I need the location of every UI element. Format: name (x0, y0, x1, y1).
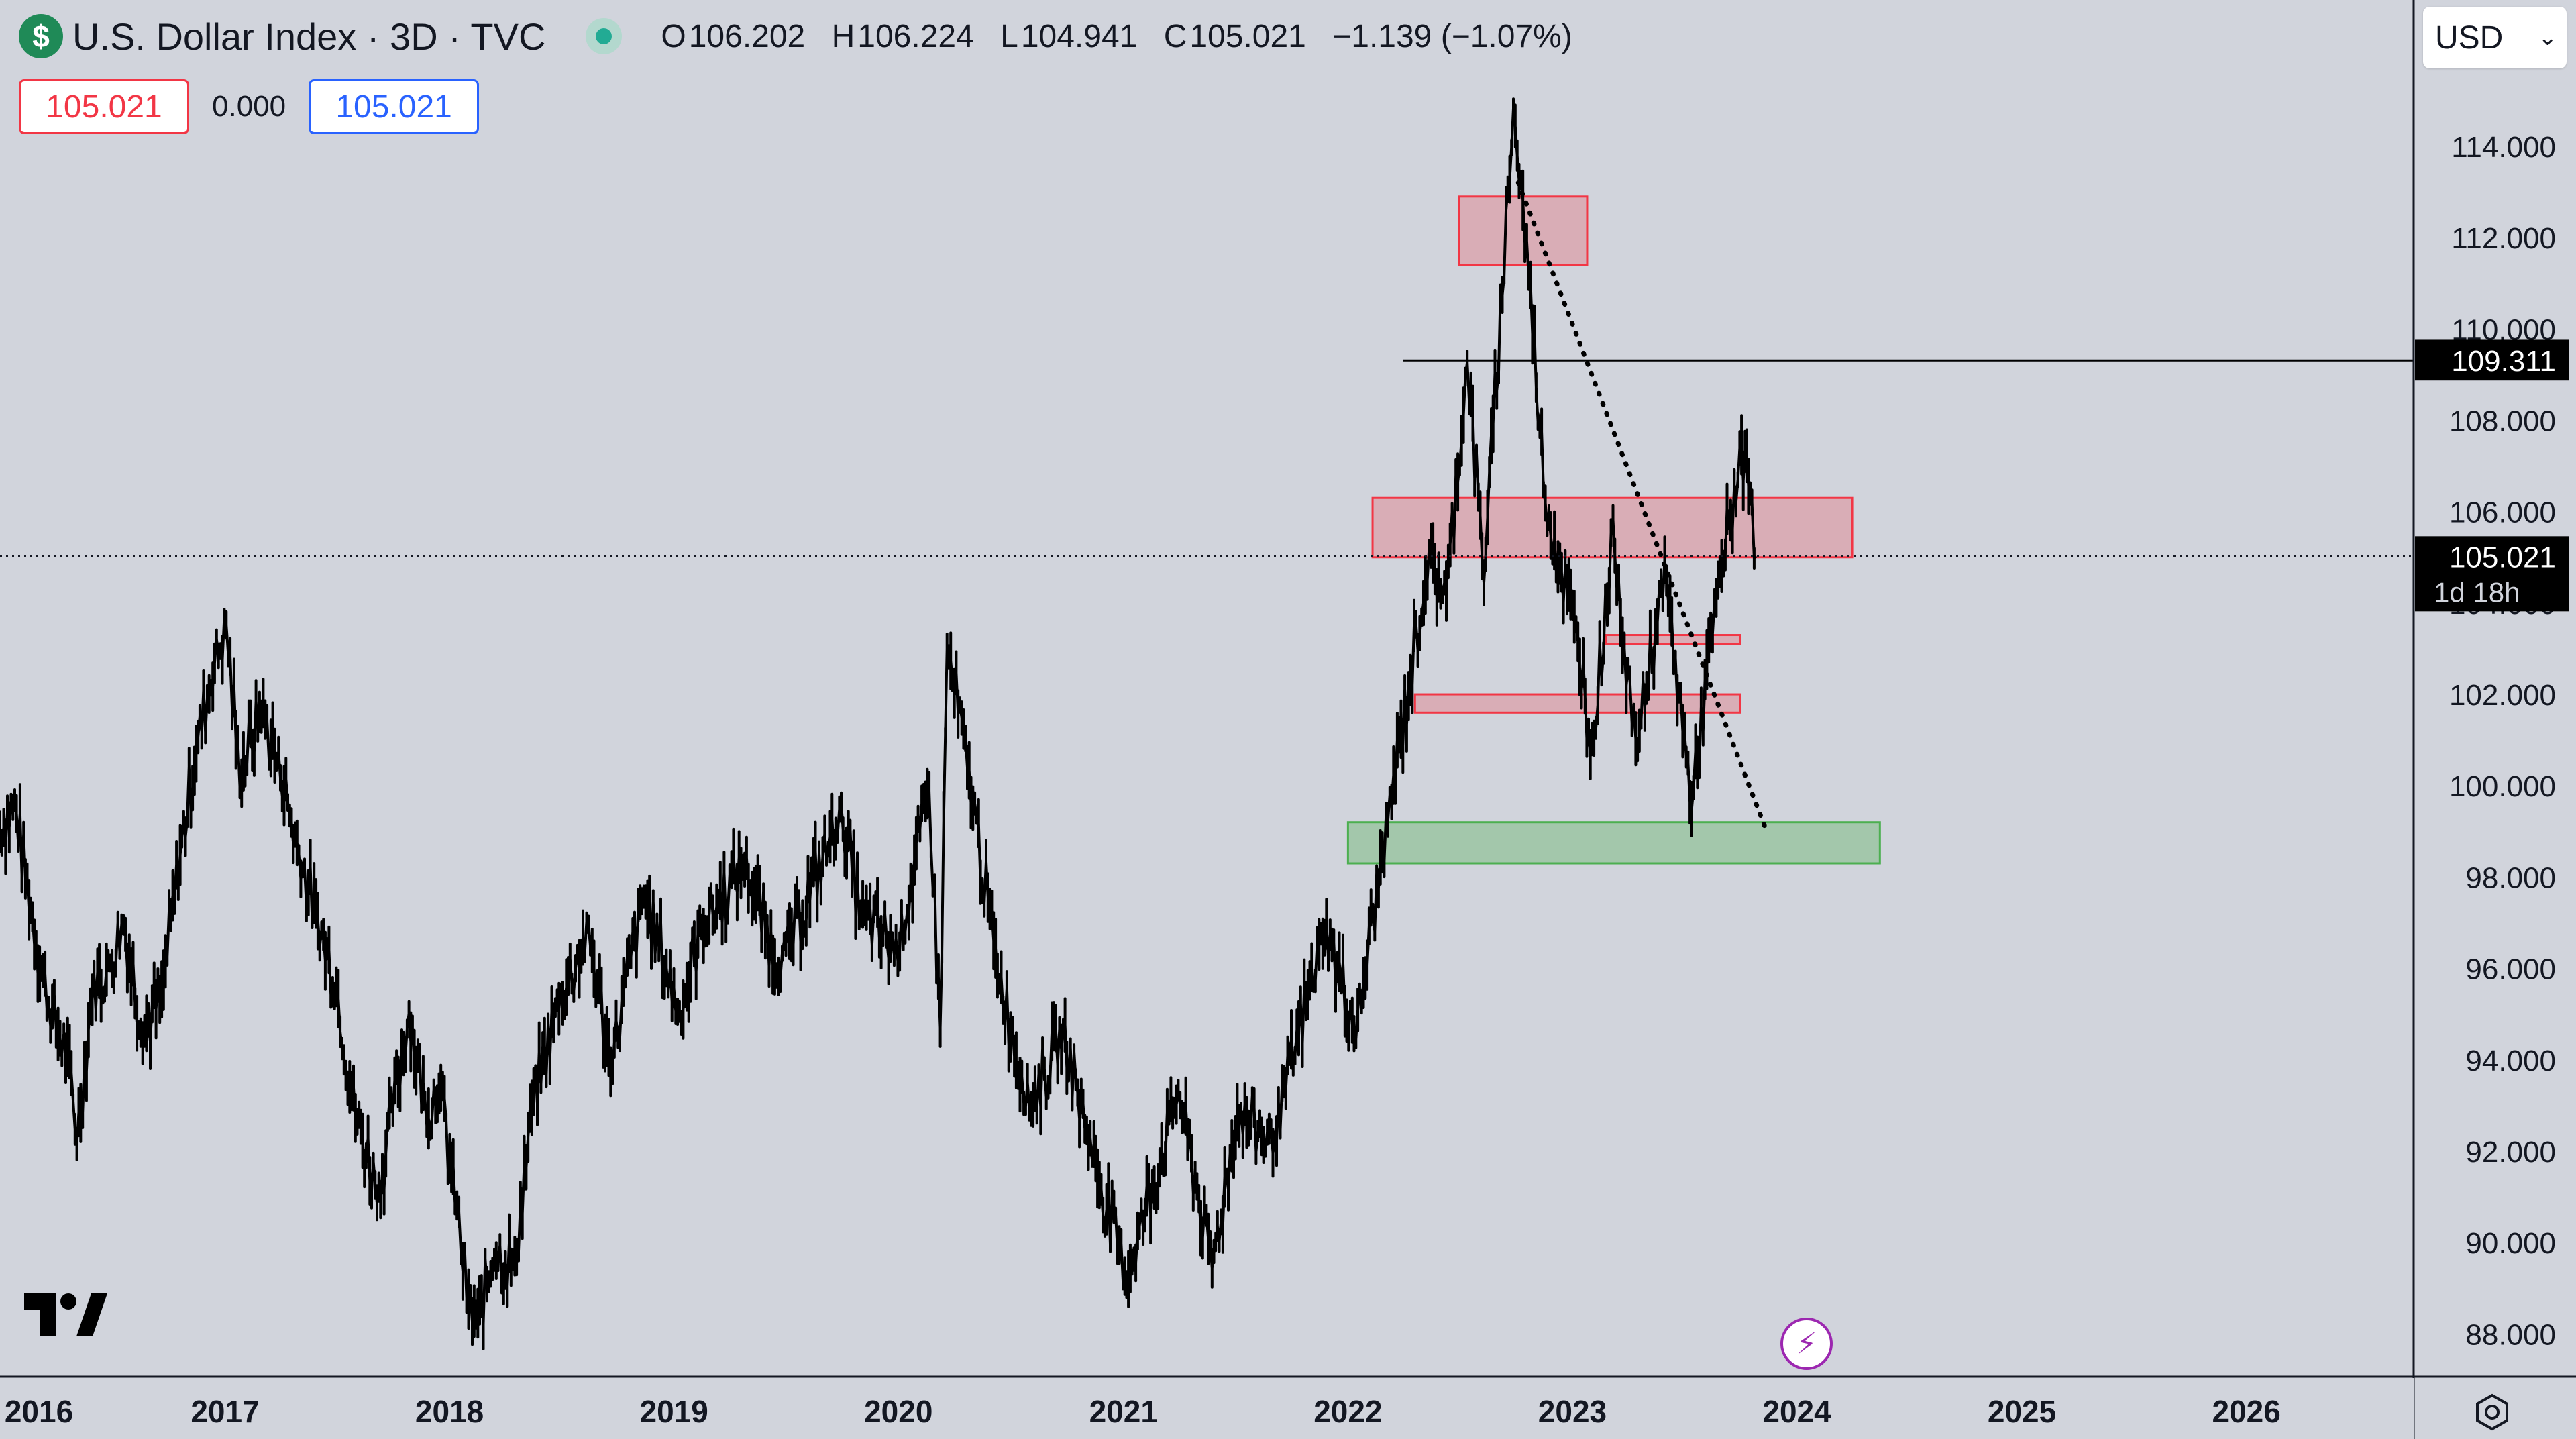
currency-dropdown[interactable]: USD ⌄ (2423, 7, 2567, 68)
symbol-header: $ U.S. Dollar Index · 3D · TVC O106.202 … (19, 12, 1572, 60)
market-status-icon[interactable] (586, 18, 623, 54)
high-value: 106.224 (857, 18, 974, 54)
high-label: H (831, 18, 855, 54)
low-value: 104.941 (1020, 18, 1138, 54)
price-axis-bg (2415, 0, 2576, 1439)
time-tick-label: 2021 (1089, 1394, 1158, 1429)
price-tick-label: 98.000 (2465, 861, 2556, 894)
spread-value: 0.000 (212, 90, 286, 123)
lines-layer (0, 180, 2414, 830)
price-tick-label: 108.000 (2449, 405, 2556, 437)
change-value: −1.139 (−1.07%) (1332, 18, 1572, 54)
time-tick-label: 2025 (1988, 1394, 2056, 1429)
tradingview-logo-icon[interactable] (24, 1293, 107, 1340)
ohlc-values: O106.202 H106.224 L104.941 C105.021 −1.1… (661, 18, 1572, 55)
price-tick-label: 100.000 (2449, 770, 2556, 803)
close-label: C (1163, 18, 1187, 54)
price-tick-label: 92.000 (2465, 1136, 2556, 1169)
current-price-text: 105.021 (2449, 541, 2556, 574)
low-label: L (1000, 18, 1018, 54)
price-tick-label: 102.000 (2449, 679, 2556, 712)
countdown-text: 1d 18h (2434, 576, 2520, 608)
price-tick-label: 114.000 (2451, 131, 2556, 164)
price-tick-label: 96.000 (2465, 953, 2556, 986)
time-tick-label: 2017 (191, 1394, 259, 1429)
price-series-line (0, 97, 1758, 1350)
time-tick-label: 2026 (2212, 1394, 2280, 1429)
price-tick-label: 112.000 (2451, 222, 2556, 255)
lightning-flash-icon[interactable]: ⚡ (1780, 1318, 1833, 1370)
time-axis: 2016 2017 2018 2019 2020 2021 2022 2023 2024 2025… (0, 1375, 2576, 1439)
price-axis: 88.000 90.000 92.000 94.000 96.000 98.000 100.… (2412, 0, 2576, 1439)
trade-buttons: 105.021 0.000 105.021 (19, 78, 480, 136)
time-axis-bg (0, 1378, 2414, 1439)
time-tick-label: 2023 (1538, 1394, 1607, 1429)
time-tick-label: 2019 (640, 1394, 708, 1429)
symbol-title[interactable]: U.S. Dollar Index · 3D · TVC (72, 15, 546, 58)
close-value: 105.021 (1189, 18, 1306, 54)
open-label: O (661, 18, 686, 54)
market-open-dot (596, 28, 612, 44)
price-label-box: 109.311 (2415, 340, 2569, 381)
open-value: 106.202 (688, 18, 806, 54)
time-tick-label: 2020 (864, 1394, 932, 1429)
resistance-zone[interactable] (1413, 693, 1741, 714)
trend-line[interactable] (1515, 180, 1768, 830)
price-tick-label: 106.000 (2449, 496, 2556, 529)
currency-value: USD (2435, 19, 2504, 56)
time-tick-label: 2018 (415, 1394, 484, 1429)
sell-price-button[interactable]: 105.021 (19, 79, 189, 134)
price-tick-label: 88.000 (2465, 1318, 2556, 1351)
chevron-down-icon: ⌄ (2538, 25, 2558, 50)
time-tick-label: 2022 (1313, 1394, 1382, 1429)
price-tick-label: 90.000 (2465, 1227, 2556, 1260)
buy-price-button[interactable]: 105.021 (309, 79, 480, 134)
time-tick-label: 2016 (5, 1394, 73, 1429)
price-tick-label: 94.000 (2465, 1045, 2556, 1077)
gear-settings-icon[interactable] (2473, 1393, 2512, 1435)
support-zone[interactable] (1346, 821, 1881, 865)
time-tick-label: 2024 (1762, 1394, 1831, 1429)
price-label-text: 109.311 (2451, 345, 2556, 378)
dollar-symbol-icon: $ (19, 14, 63, 58)
